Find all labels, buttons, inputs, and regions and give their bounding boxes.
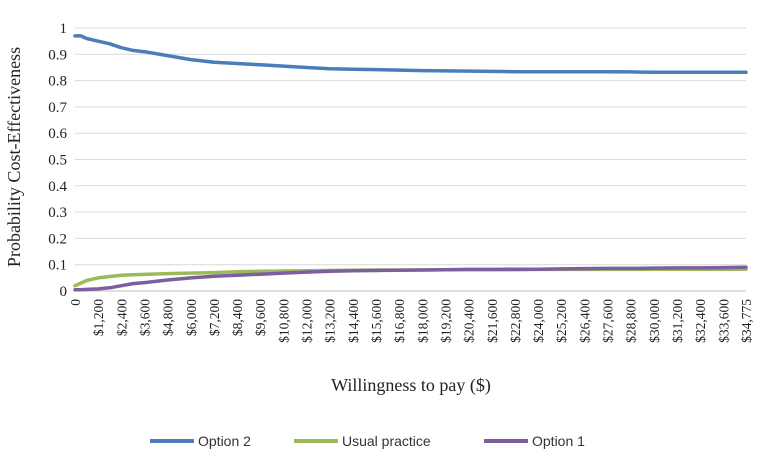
y-axis-title: Probability Cost-Effectiveness (4, 47, 24, 267)
x-tick-label: $2,400 (114, 299, 129, 336)
y-tick-label: 0.2 (48, 231, 67, 247)
x-tick-label: $34,775 (739, 299, 754, 343)
x-tick-label: $8,400 (230, 299, 245, 336)
x-tick-label: $15,600 (369, 299, 384, 343)
y-tick-label: 0.5 (48, 153, 67, 169)
x-tick-label: $1,200 (91, 299, 106, 336)
x-tick-label: $21,600 (485, 299, 500, 343)
x-tick-labels: 0 $1,200 $2,400 $3,600 $4,800 $6,000 $7,200 $8,… (68, 299, 754, 343)
x-tick-label: $3,600 (137, 299, 152, 336)
y-tick-label: 0.1 (48, 258, 67, 274)
x-tick-label: $22,800 (508, 299, 523, 343)
x-tick-label: $12,000 (300, 299, 315, 343)
x-tick-label: $25,200 (554, 299, 569, 343)
y-tick-label: 0.4 (48, 179, 67, 195)
y-tick-label: 0 (60, 284, 68, 300)
y-tick-label: 0.3 (48, 205, 67, 221)
x-tick-label: $13,200 (323, 299, 338, 343)
x-tick-label: $4,800 (161, 299, 176, 336)
legend-label: Usual practice (342, 433, 431, 449)
x-tick-label: 0 (68, 299, 83, 306)
x-axis-title: Willingness to pay ($) (331, 375, 491, 396)
x-tick-label: $27,600 (601, 299, 616, 343)
x-tick-label: $30,000 (647, 299, 662, 343)
legend-label: Option 1 (532, 433, 585, 449)
grid-lines (75, 27, 746, 266)
x-tick-label: $20,400 (462, 299, 477, 343)
x-tick-label: $9,600 (253, 299, 268, 336)
series-lines (73, 34, 748, 292)
y-tick-labels: 0 0.1 0.2 0.3 0.4 0.5 0.6 0.7 0.8 0.9 1 (48, 21, 67, 300)
x-tick-label: $31,200 (670, 299, 685, 343)
y-tick-label: 0.9 (48, 47, 67, 63)
x-tick-label: $18,000 (415, 299, 430, 343)
legend: Option 2 Usual practice Option 1 (150, 433, 585, 449)
y-tick-label: 1 (60, 21, 68, 37)
x-tick-label: $16,800 (392, 299, 407, 343)
x-tick-label: $6,000 (184, 299, 199, 336)
series-line-option-2 (73, 34, 748, 74)
y-tick-label: 0.8 (48, 74, 67, 90)
x-tick-label: $26,400 (577, 299, 592, 343)
y-tick-label: 0.7 (48, 100, 67, 116)
x-tick-label: $32,400 (693, 299, 708, 343)
x-tick-label: $7,200 (207, 299, 222, 336)
series-line-option-1 (73, 265, 748, 292)
x-tick-label: $24,000 (531, 299, 546, 343)
x-tick-label: $19,200 (438, 299, 453, 343)
y-tick-label: 0.6 (48, 126, 67, 142)
x-tick-label: $33,600 (716, 299, 731, 343)
x-tick-label: $28,800 (624, 299, 639, 343)
x-tick-label: $14,400 (346, 299, 361, 343)
x-tick-label: $10,800 (276, 299, 291, 343)
legend-label: Option 2 (198, 433, 251, 449)
